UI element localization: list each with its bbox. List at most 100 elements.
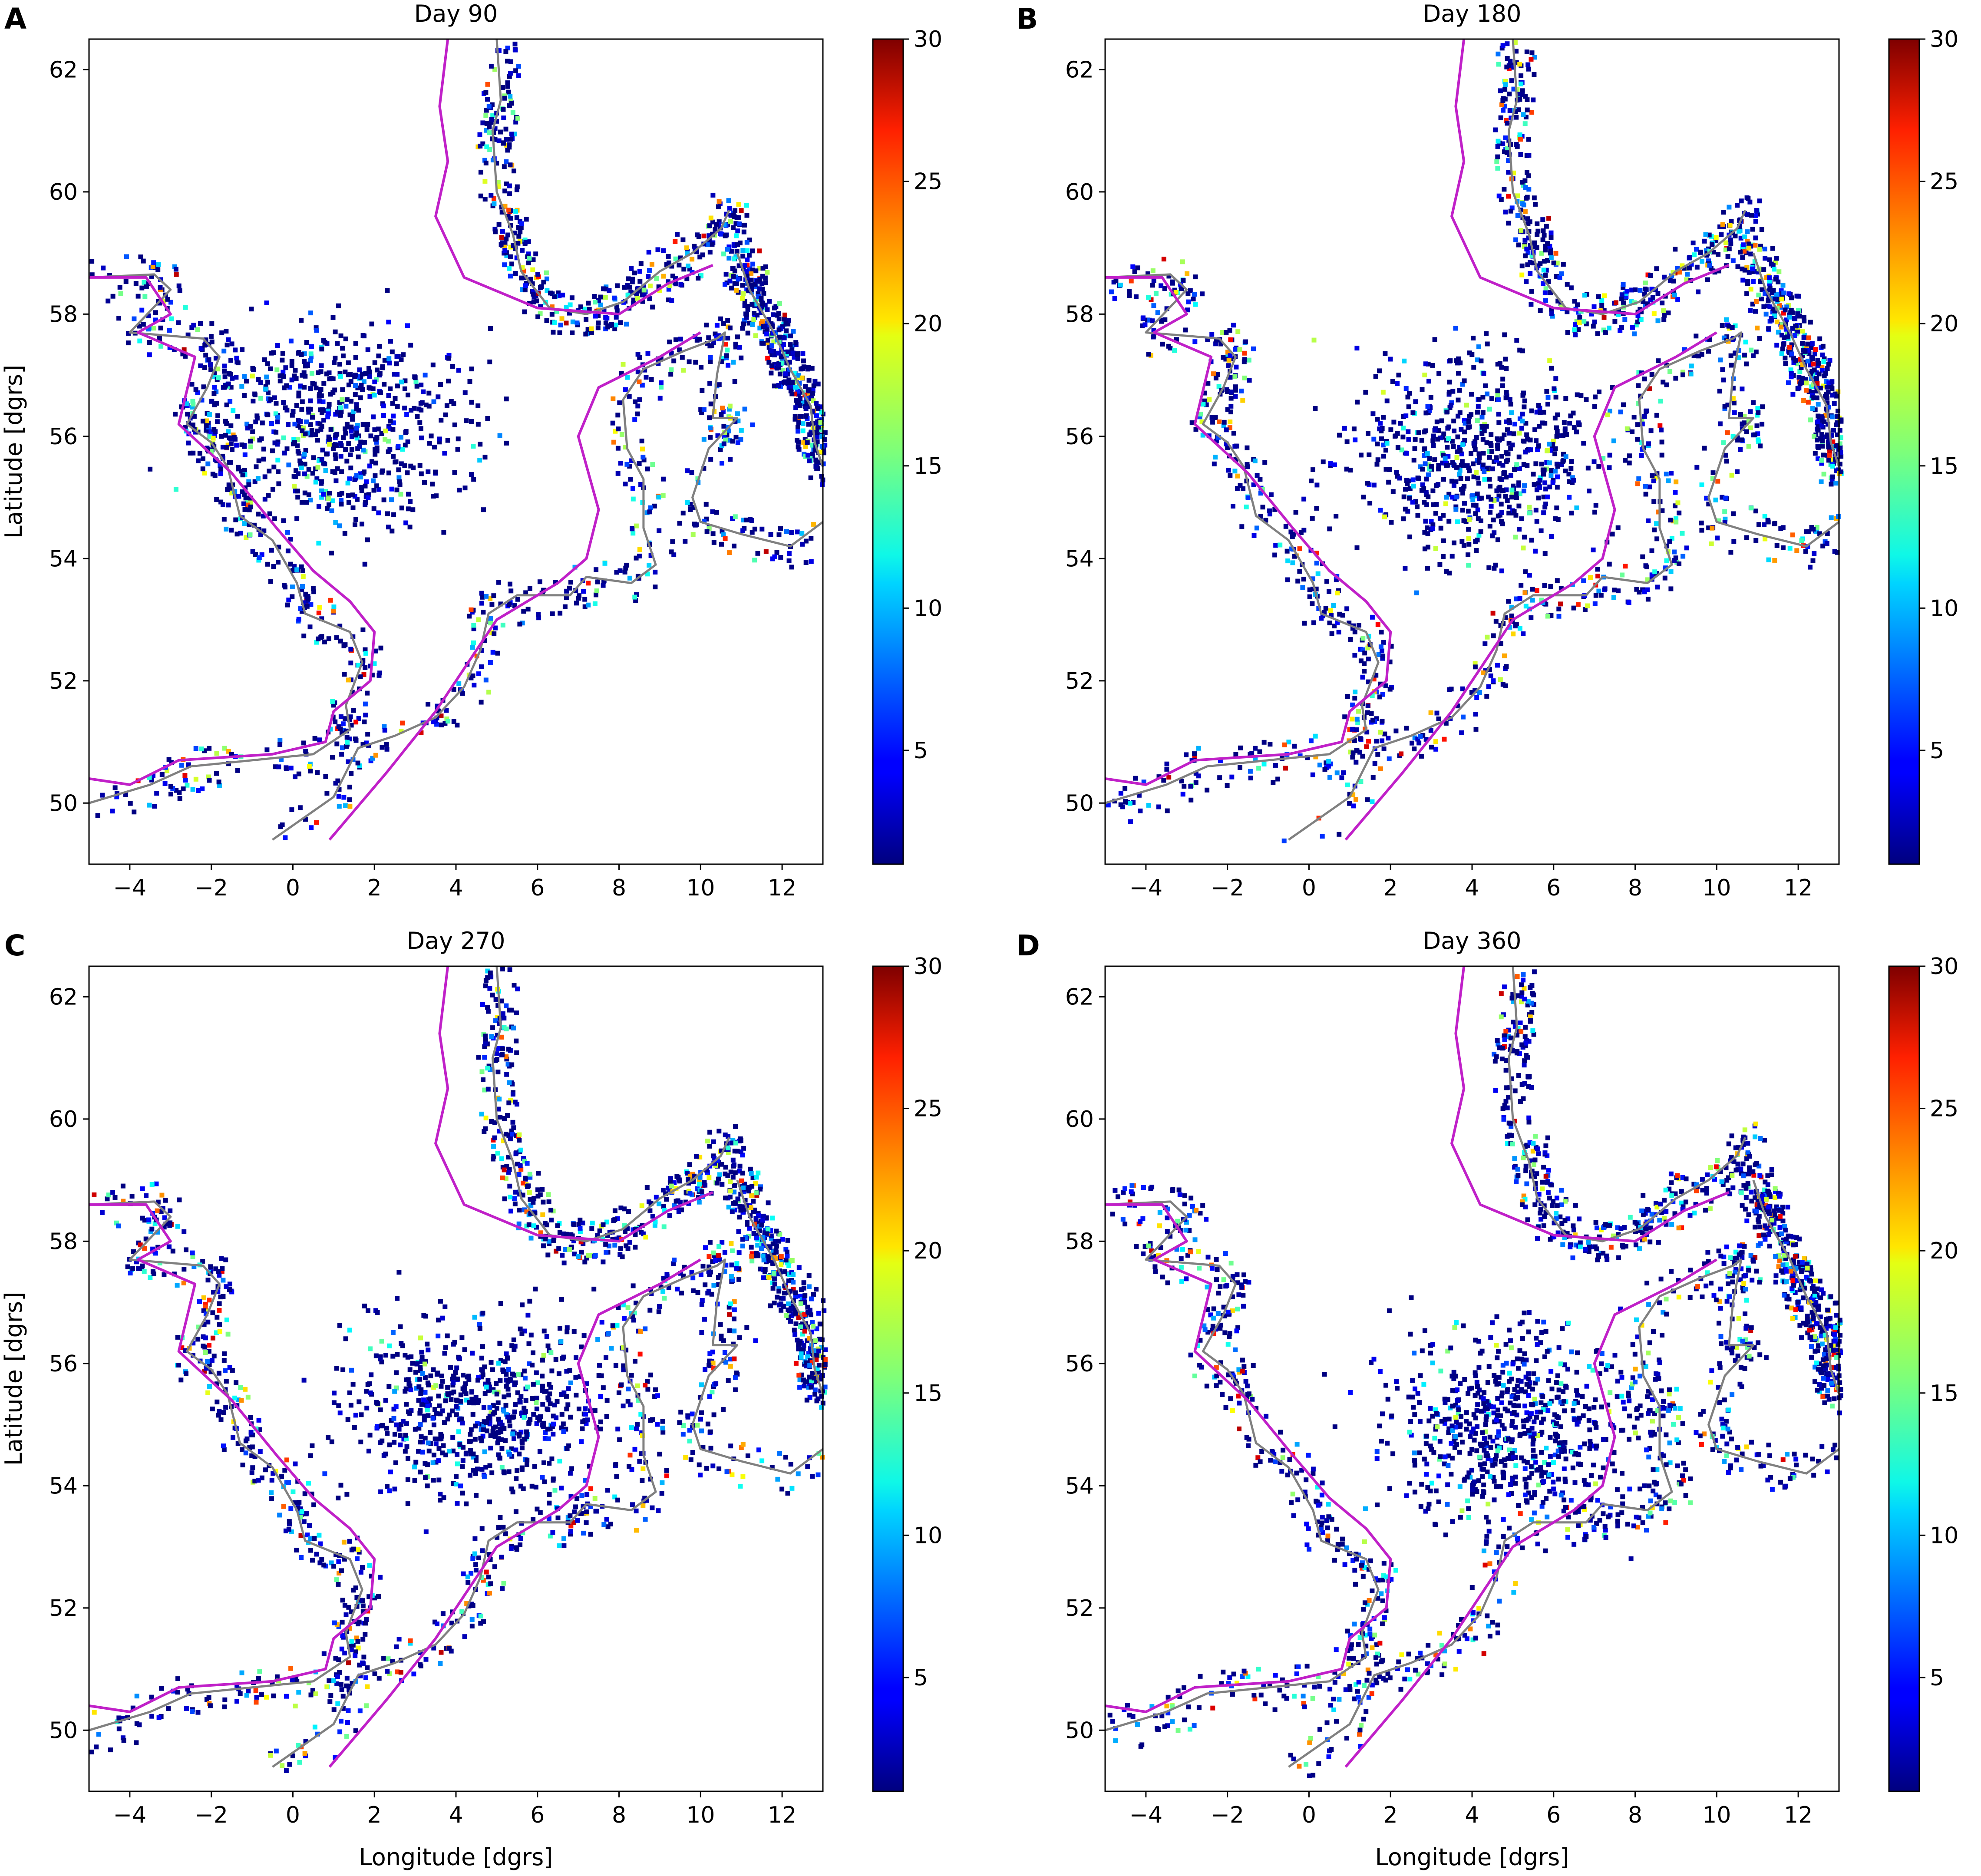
density-cell — [1674, 479, 1679, 485]
density-cell — [1365, 645, 1370, 651]
density-cell — [169, 316, 174, 321]
density-cell — [1660, 508, 1665, 513]
density-cell — [254, 464, 259, 469]
density-cell — [1131, 800, 1136, 805]
density-cell — [1412, 735, 1417, 740]
density-cell — [1308, 738, 1314, 743]
density-cell — [427, 441, 432, 446]
density-cell — [506, 1155, 511, 1159]
density-cell — [749, 271, 754, 276]
density-cell — [302, 452, 307, 457]
density-cell — [661, 248, 666, 253]
density-cell — [242, 393, 247, 398]
density-cell — [1395, 381, 1400, 386]
density-cell — [1164, 761, 1169, 766]
density-cell — [326, 408, 331, 413]
density-cell — [1465, 463, 1470, 468]
density-cell — [1561, 433, 1565, 438]
density-cell — [776, 350, 781, 356]
density-cell — [1185, 271, 1190, 276]
density-cell — [1716, 268, 1721, 274]
density-cell — [1228, 396, 1234, 401]
density-cell — [1554, 505, 1559, 511]
density-cell — [1547, 290, 1552, 295]
density-cell — [343, 447, 348, 452]
density-cell — [1378, 766, 1383, 771]
density-cell — [578, 304, 583, 310]
density-cell — [1767, 281, 1772, 287]
density-cell — [1795, 311, 1800, 316]
density-cell — [1674, 516, 1679, 521]
density-cell — [1426, 472, 1431, 477]
density-cell — [745, 307, 750, 312]
density-cell — [635, 403, 641, 409]
density-cell — [522, 309, 527, 314]
density-cell — [1748, 425, 1753, 430]
density-cell — [228, 372, 233, 377]
density-cell — [1517, 430, 1522, 436]
density-cell — [335, 466, 340, 471]
density-cell — [673, 256, 678, 261]
density-cell — [1382, 514, 1387, 519]
density-cell — [347, 476, 352, 482]
density-cell — [1132, 269, 1137, 274]
colorbar-gradient — [872, 38, 904, 865]
density-cell — [367, 394, 373, 399]
density-cell — [598, 294, 603, 300]
density-cell — [268, 366, 273, 371]
density-cell — [190, 787, 195, 792]
density-cell — [1258, 514, 1263, 519]
density-cell — [423, 403, 429, 407]
density-cell — [1837, 428, 1842, 433]
density-cell — [619, 371, 624, 376]
density-cell — [687, 267, 692, 272]
density-cell — [1558, 301, 1564, 307]
density-cell — [1519, 81, 1524, 86]
density-cell — [617, 400, 622, 406]
density-cell — [349, 771, 354, 776]
density-cell — [272, 516, 277, 522]
density-cell — [1354, 346, 1360, 351]
density-cell — [1118, 791, 1123, 796]
density-cell — [502, 96, 507, 101]
density-cell — [781, 380, 786, 385]
density-cell — [328, 727, 333, 732]
density-cell — [1381, 453, 1386, 459]
density-cell — [1519, 426, 1524, 431]
density-cell — [1225, 407, 1230, 412]
density-cell — [806, 1351, 811, 1356]
density-cell — [1451, 418, 1456, 423]
density-cell — [1509, 205, 1515, 211]
density-cell — [1658, 399, 1663, 404]
density-cell — [763, 275, 768, 281]
density-cell — [1722, 520, 1727, 525]
density-cell — [766, 1200, 771, 1206]
density-cell — [1479, 431, 1485, 436]
x-tick-label: 6 — [1546, 875, 1561, 901]
density-cell — [1750, 269, 1756, 274]
density-cell — [1779, 288, 1784, 293]
density-cell — [476, 617, 481, 622]
density-cell — [1522, 590, 1528, 595]
density-cell — [724, 433, 730, 438]
density-cell — [1224, 427, 1229, 433]
density-cell — [1151, 278, 1156, 283]
density-cell — [755, 313, 760, 318]
density-cell — [1440, 460, 1445, 466]
density-cell — [594, 588, 599, 594]
density-cell — [1513, 535, 1518, 540]
density-cell — [1337, 832, 1342, 837]
density-cell — [1742, 414, 1747, 419]
density-cell — [1471, 365, 1476, 370]
density-cell — [1745, 229, 1750, 234]
density-cell — [203, 353, 208, 358]
density-cell — [795, 438, 800, 443]
density-cell — [1549, 534, 1554, 539]
density-cell — [1529, 538, 1534, 543]
density-cell — [1373, 673, 1379, 678]
density-cell — [553, 580, 558, 585]
density-cell — [1593, 394, 1598, 400]
density-cell — [303, 817, 308, 822]
density-cell — [330, 755, 335, 760]
density-cell — [806, 387, 811, 393]
